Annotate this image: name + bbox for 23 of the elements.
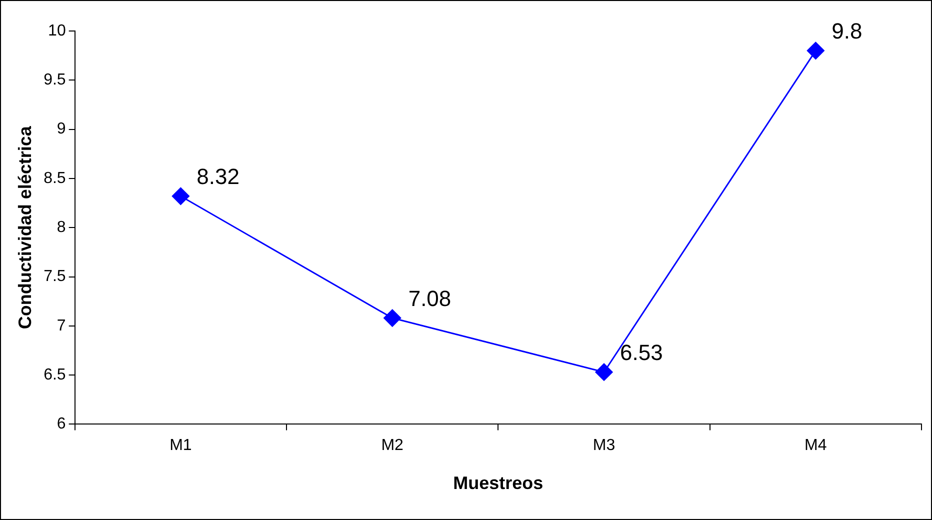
y-tick-label: 7	[56, 317, 66, 334]
point	[172, 187, 190, 205]
y-tick-label: 7.5	[44, 268, 66, 286]
point	[384, 309, 402, 327]
y-axis-title: Conductividad eléctrica	[14, 125, 35, 330]
x-tick-label: M2	[381, 437, 404, 454]
data-label: 8.32	[196, 164, 240, 190]
x-tick-label: M3	[592, 437, 616, 454]
y-tick-label: 8.5	[44, 170, 66, 187]
y-tick-label: 9.5	[44, 72, 66, 89]
y-tick-label: 9	[56, 120, 66, 138]
data-label: 6.53	[620, 340, 663, 366]
y-tick-label: 6	[56, 416, 66, 433]
y-tick-label: 10	[48, 22, 66, 40]
data-label: 9.8	[832, 18, 862, 44]
x-axis-title: Muestreos	[453, 473, 544, 494]
data-label: 7.08	[408, 286, 452, 312]
point	[806, 42, 824, 60]
x-tick-label: M1	[170, 437, 192, 454]
point	[595, 363, 613, 381]
y-tick-label: 6.5	[44, 366, 66, 384]
x-tick-label: M4	[804, 437, 827, 454]
y-tick-label: 8	[56, 219, 66, 236]
